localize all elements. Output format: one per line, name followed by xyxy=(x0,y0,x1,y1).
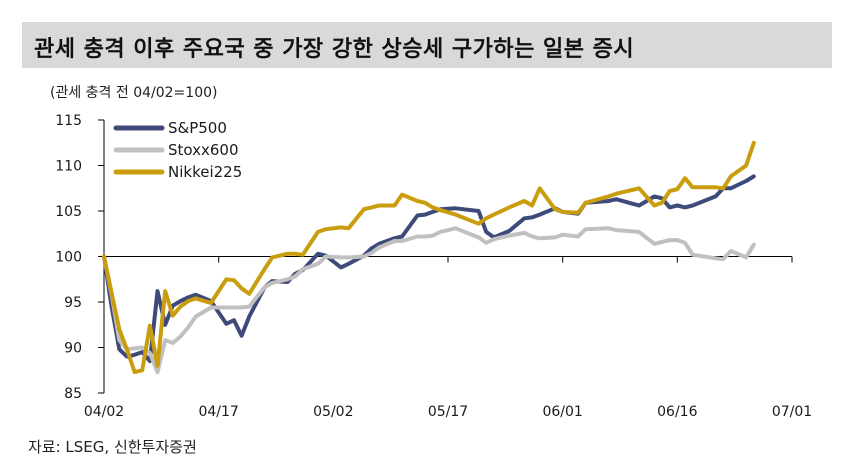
series-line-stoxx600 xyxy=(102,226,756,375)
source-note: 자료: LSEG, 신한투자증권 xyxy=(28,438,197,456)
x-tick-label: 04/02 xyxy=(84,404,124,420)
x-tick-label: 05/02 xyxy=(313,404,353,420)
y-tick-label: 110 xyxy=(55,159,82,175)
title-bar xyxy=(22,22,832,68)
x-tick-label: 06/16 xyxy=(657,404,697,420)
x-tick-label: 07/01 xyxy=(772,404,812,420)
y-axis-unit-label: (관세 충격 전 04/02=100) xyxy=(50,85,218,101)
y-tick-label: 90 xyxy=(64,341,82,357)
legend-label-nikkei225: Nikkei225 xyxy=(168,163,242,181)
legend-label-s-p500: S&P500 xyxy=(168,119,227,137)
legend-label-stoxx600: Stoxx600 xyxy=(168,141,239,159)
x-tick-label: 06/01 xyxy=(542,404,582,420)
y-tick-label: 85 xyxy=(64,386,82,402)
y-tick-label: 105 xyxy=(55,204,82,220)
x-tick-label: 05/17 xyxy=(428,404,468,420)
series-line-nikkei225 xyxy=(102,140,756,375)
y-tick-label: 95 xyxy=(64,295,82,311)
x-tick-label: 04/17 xyxy=(198,404,238,420)
series-line-s-p500 xyxy=(102,174,756,364)
y-tick-label: 100 xyxy=(55,250,82,266)
y-tick-label: 115 xyxy=(55,113,82,129)
chart-title: 관세 충격 이후 주요국 중 가장 강한 상승세 구가하는 일본 증시 xyxy=(34,37,635,62)
